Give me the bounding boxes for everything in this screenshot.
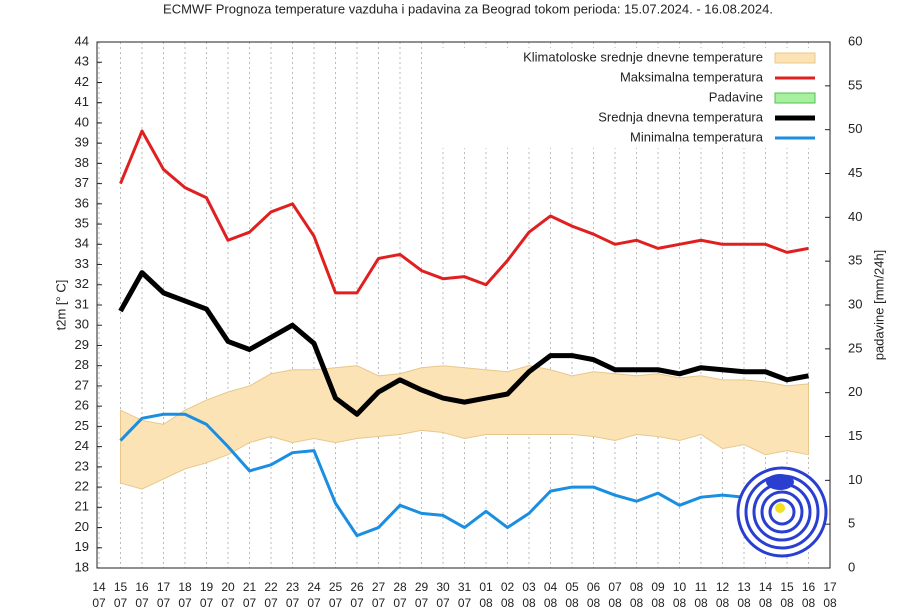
x-tick-label: 18 07 xyxy=(178,580,192,610)
temperature-line xyxy=(118,270,809,417)
legend-label: Klimatoloske srednje dnevne temperature xyxy=(523,49,763,64)
x-tick-label: 14 08 xyxy=(758,580,773,610)
y2-tick-label: 55 xyxy=(848,77,862,92)
y-tick-label: 28 xyxy=(75,357,89,372)
x-tick-label: 25 07 xyxy=(328,580,343,610)
y-tick-label: 29 xyxy=(75,337,89,352)
x-tick-label: 19 07 xyxy=(199,580,214,610)
x-tick-label: 26 07 xyxy=(350,580,364,610)
y-tick-label: 41 xyxy=(75,94,89,109)
x-tick-label: 27 07 xyxy=(371,580,386,610)
x-tick-label: 06 08 xyxy=(586,580,601,610)
y2-tick-label: 15 xyxy=(848,428,862,443)
y2-tick-label: 25 xyxy=(848,340,862,355)
y2-tick-label: 40 xyxy=(848,209,862,224)
y-tick-label: 31 xyxy=(75,296,89,311)
legend-bg xyxy=(440,68,828,88)
y2-axis-label: padavine [mm/24h] xyxy=(871,250,886,361)
legend: Klimatoloske srednje dnevne temperature M… xyxy=(440,48,828,148)
y-tick-label: 39 xyxy=(75,135,89,150)
y-tick-label: 33 xyxy=(75,256,89,271)
y2-tick-label: 5 xyxy=(848,516,855,531)
y-tick-label: 34 xyxy=(75,236,89,251)
x-tick-label: 04 08 xyxy=(543,580,558,610)
x-tick-label: 12 08 xyxy=(715,580,730,610)
x-tick-label: 15 07 xyxy=(113,580,128,610)
y2-tick-label: 30 xyxy=(848,296,862,311)
x-tick-label: 23 07 xyxy=(285,580,300,610)
x-tick-label: 24 07 xyxy=(307,580,321,610)
legend-swatch xyxy=(774,52,816,64)
y-tick-label: 19 xyxy=(75,539,89,554)
y-tick-label: 23 xyxy=(75,458,89,473)
y2-tick-label: 50 xyxy=(848,121,862,136)
x-tick-label: 14 07 xyxy=(92,580,106,610)
legend-bg xyxy=(440,128,828,148)
climate-band xyxy=(120,365,809,490)
y2-tick-label: 10 xyxy=(848,472,862,487)
legend-bg xyxy=(440,48,828,68)
x-tick-label: 07 08 xyxy=(608,580,622,610)
y-tick-label: 36 xyxy=(75,195,89,210)
legend-label: Srednja dnevna temperatura xyxy=(598,109,764,124)
x-tick-label: 08 08 xyxy=(629,580,644,610)
y-tick-label: 30 xyxy=(75,317,89,332)
y-tick-label: 35 xyxy=(75,216,89,231)
x-tick-label: 17 07 xyxy=(156,580,171,610)
y-tick-label: 22 xyxy=(75,479,89,494)
x-tick-label: 21 07 xyxy=(242,580,257,610)
y2-tick-label: 20 xyxy=(848,384,862,399)
x-tick-label: 03 08 xyxy=(522,580,536,610)
x-tick-label: 22 07 xyxy=(264,580,278,610)
x-tick-label: 11 08 xyxy=(694,580,708,610)
x-tick-label: 02 08 xyxy=(500,580,515,610)
x-tick-label: 16 08 xyxy=(801,580,816,610)
legend-label: Maksimalna temperatura xyxy=(620,69,764,84)
y-tick-label: 44 xyxy=(75,33,89,48)
legend-label: Padavine xyxy=(709,89,763,104)
y-tick-label: 24 xyxy=(75,438,89,453)
legend-label: Minimalna temperatura xyxy=(630,129,764,144)
x-tick-label: 13 08 xyxy=(737,580,751,610)
legend-bg xyxy=(440,88,828,108)
x-tick-label: 20 07 xyxy=(221,580,235,610)
x-tick-label: 09 08 xyxy=(651,580,665,610)
logo xyxy=(736,466,828,558)
y2-tick-label: 0 xyxy=(848,559,855,574)
x-tick-label: 29 07 xyxy=(414,580,429,610)
y-tick-label: 18 xyxy=(75,559,89,574)
temperature-line xyxy=(119,412,809,538)
x-tick-label: 15 08 xyxy=(780,580,794,610)
x-tick-label: 01 08 xyxy=(479,580,493,610)
temperature-line xyxy=(119,129,809,295)
y-tick-label: 27 xyxy=(75,377,89,392)
x-tick-label: 28 07 xyxy=(393,580,407,610)
y-tick-label: 26 xyxy=(75,398,89,413)
y-tick-label: 37 xyxy=(75,175,89,190)
x-tick-label: 05 08 xyxy=(565,580,579,610)
plot-area xyxy=(98,42,831,568)
x-tick-label: 16 07 xyxy=(135,580,149,610)
chart-title: ECMWF Prognoza temperature vazduha i pad… xyxy=(163,1,773,16)
y-tick-label: 20 xyxy=(75,519,89,534)
x-tick-label: 10 08 xyxy=(672,580,687,610)
x-tick-label: 17 08 xyxy=(823,580,837,610)
y2-tick-label: 60 xyxy=(848,33,862,48)
y-tick-label: 43 xyxy=(75,54,89,69)
x-tick-label: 31 07 xyxy=(457,580,472,610)
y-tick-label: 25 xyxy=(75,418,89,433)
y-tick-label: 42 xyxy=(75,74,89,89)
x-tick-label: 30 07 xyxy=(436,580,450,610)
legend-bg xyxy=(440,108,828,128)
y-tick-label: 38 xyxy=(75,155,89,170)
y2-tick-label: 35 xyxy=(848,253,862,268)
y-tick-label: 21 xyxy=(75,499,89,514)
y-tick-label: 40 xyxy=(75,114,89,129)
y-tick-label: 32 xyxy=(75,276,89,291)
legend-swatch xyxy=(774,92,816,104)
y2-tick-label: 45 xyxy=(848,165,862,180)
y-axis-label: t2m [° C] xyxy=(53,280,68,331)
